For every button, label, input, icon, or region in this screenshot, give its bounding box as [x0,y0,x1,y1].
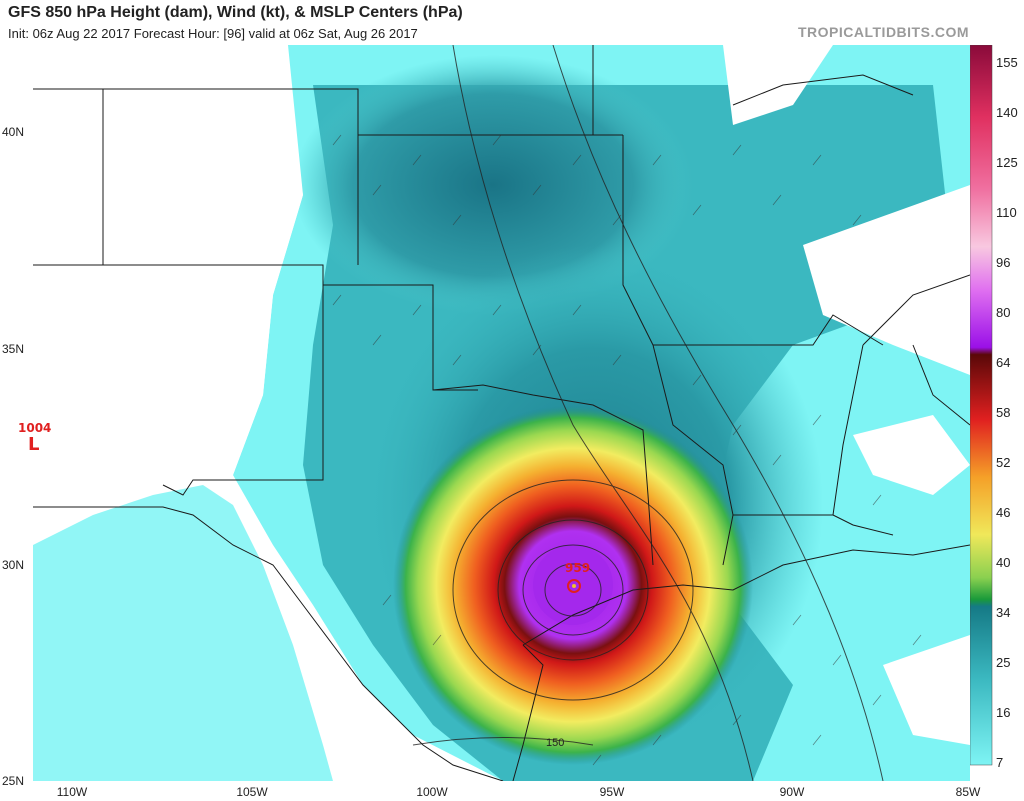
colorbar-svg [969,44,993,766]
height-contour-label: 150 [546,737,565,749]
low-pressure-symbol: L [28,434,40,455]
hurricane-pressure-value: 959 [565,561,591,575]
colorbar-label-40: 40 [996,555,1011,570]
lat-label-35n: 35N [2,342,25,356]
lon-label-85w: 85W [955,785,981,799]
colorbar-label-58: 58 [996,405,1011,420]
brand-watermark: TROPICALTIDBITS.COM [797,24,969,40]
colorbar-label-25: 25 [996,655,1011,670]
lon-label-110w: 110W [56,785,88,799]
lon-label-90w: 90W [779,785,805,799]
map-canvas [33,45,970,781]
lon-label-100w: 100W [416,785,448,799]
lat-label-25n: 25N [2,774,25,788]
colorbar-label-46: 46 [996,505,1011,520]
colorbar-label-140: 140 [996,105,1018,120]
lat-label-40n: 40N [2,125,25,139]
colorbar-label-110: 110 [996,205,1017,220]
colorbar-label-96: 96 [996,255,1011,270]
colorbar-label-155: 155 [996,55,1018,70]
colorbar-label-64: 64 [996,355,1011,370]
hurricane-center-icon [566,578,582,594]
low-pressure-value: 1004 [18,421,52,435]
colorbar-label-80: 80 [996,305,1011,320]
chart-subtitle: Init: 06z Aug 22 2017 Forecast Hour: [96… [8,26,418,41]
weather-map [33,45,970,781]
colorbar-label-34: 34 [996,605,1011,620]
lat-label-30n: 30N [2,558,25,572]
colorbar-label-7: 7 [996,755,1004,770]
colorbar-label-125: 125 [996,155,1018,170]
chart-title: GFS 850 hPa Height (dam), Wind (kt), & M… [8,4,463,21]
lon-label-105w: 105W [236,785,268,799]
colorbar: 155 140 125 110 96 80 64 58 52 46 40 34 … [969,44,1022,781]
lon-label-95w: 95W [599,785,625,799]
colorbar-label-16: 16 [996,705,1011,720]
colorbar-label-52: 52 [996,455,1011,470]
